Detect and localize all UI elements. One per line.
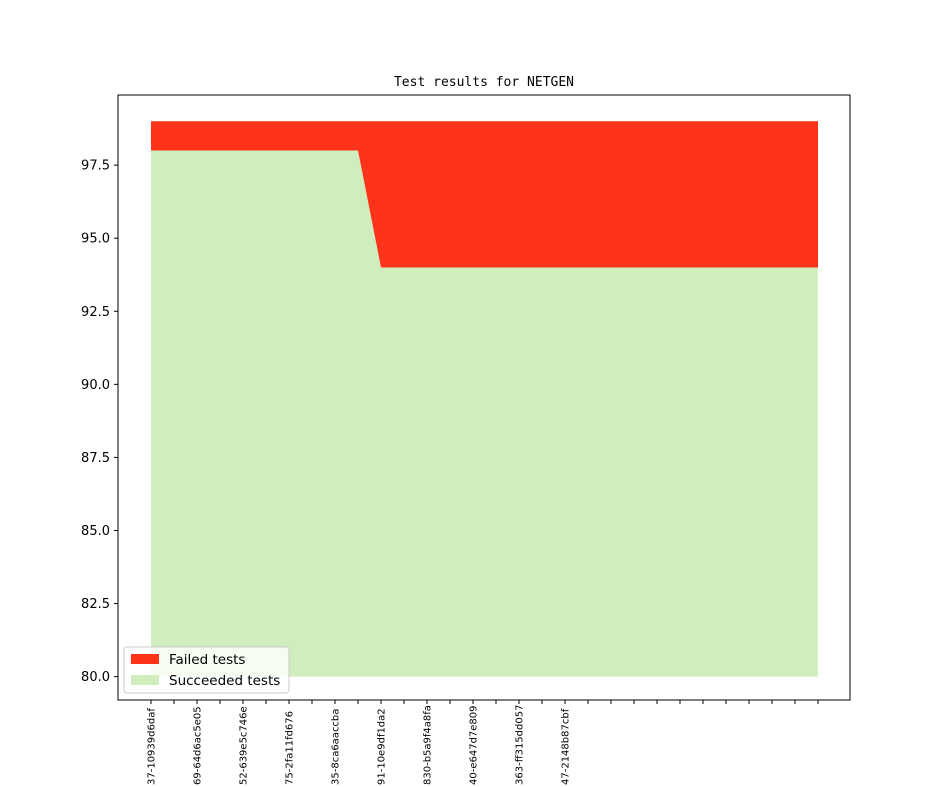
y-tick-label: 92.5 — [81, 305, 110, 320]
x-axis: 37-10939d6daf 69-64d6ac5e05 52-639e5c746e 7… — [147, 700, 819, 785]
x-tick-label: 75-2fa11fd676 — [285, 711, 296, 785]
y-axis: 80.0 82.5 85.0 87.5 90.0 92.5 95.0 97.5 — [81, 159, 118, 685]
legend-label-succeeded-tests: Succeeded tests — [169, 673, 280, 689]
legend: Failed tests Succeeded tests — [123, 646, 290, 694]
y-tick-label: 87.5 — [81, 451, 110, 466]
y-tick-label: 97.5 — [81, 159, 110, 174]
x-tick-label: 40-e647d7e809 — [469, 705, 480, 785]
x-tick-label: 363-ff315dd057 — [515, 705, 526, 785]
x-tick-label: 830-b5a9f4a8fa — [423, 705, 434, 785]
plot-frame — [117, 94, 851, 701]
y-tick-label: 82.5 — [81, 597, 110, 612]
legend-label-failed-tests: Failed tests — [169, 652, 245, 668]
x-tick-label: 35-8ca6aaccba — [331, 709, 342, 785]
x-tick-label: 37-10939d6daf — [147, 708, 158, 785]
y-tick-label: 95.0 — [81, 232, 110, 247]
y-tick-label: 80.0 — [81, 670, 110, 685]
area-layer — [151, 121, 818, 677]
area-succeeded-tests — [151, 150, 818, 677]
legend-box — [123, 646, 290, 694]
x-tick-label: 52-639e5c746e — [239, 706, 250, 785]
y-tick-label: 85.0 — [81, 524, 110, 539]
x-tick-label: 91-10e9df1da2 — [377, 708, 388, 785]
x-tick-label: 69-64d6ac5e05 — [193, 706, 204, 785]
chart-title: Test results for NETGEN — [394, 75, 574, 90]
y-tick-label: 90.0 — [81, 378, 110, 393]
x-tick-label: 47-2148b87cbf — [561, 708, 572, 785]
area-failed-tests — [151, 121, 818, 268]
legend-swatch-succeeded-tests — [131, 675, 159, 685]
legend-swatch-failed-tests — [131, 654, 159, 664]
